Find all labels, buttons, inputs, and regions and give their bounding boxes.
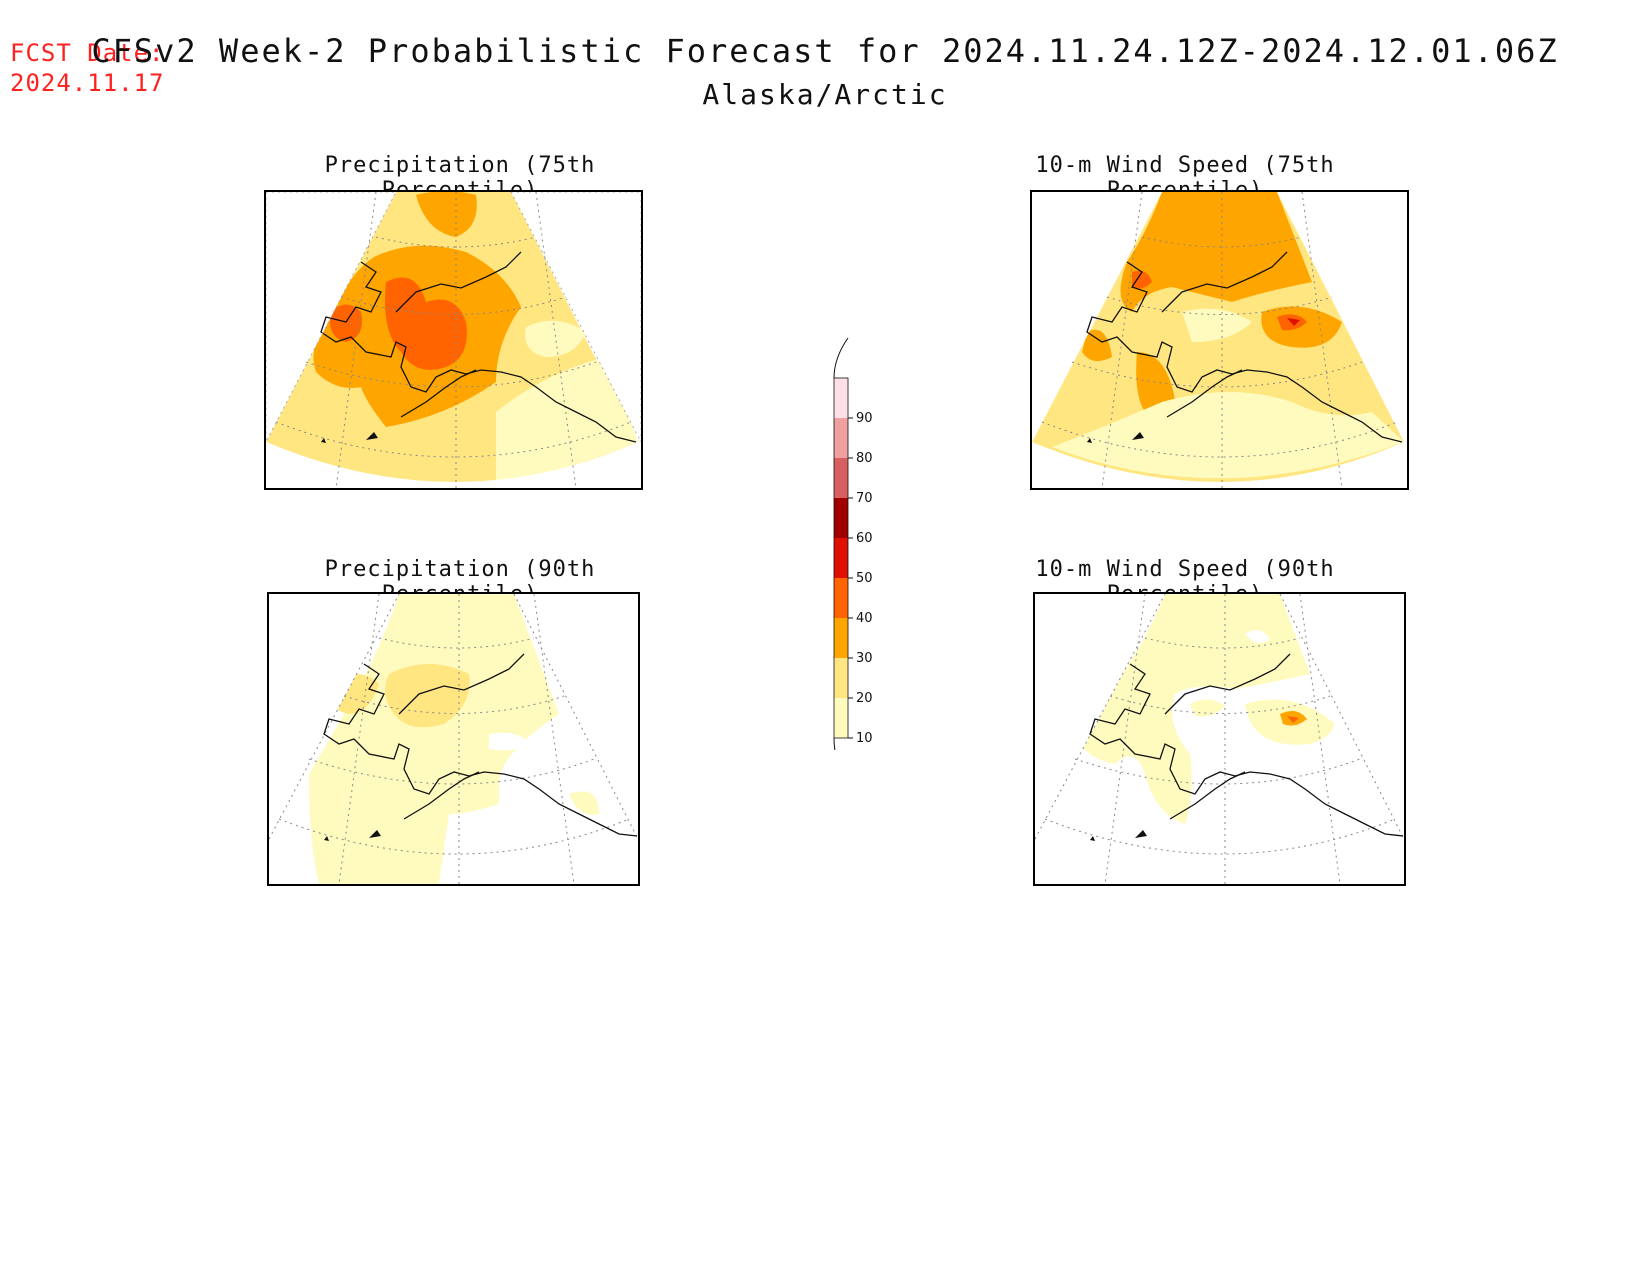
page-title: CFSv2 Week-2 Probabilistic Forecast for … bbox=[91, 32, 1559, 70]
colorbar-swatch-3 bbox=[834, 578, 848, 618]
map-precip-90 bbox=[267, 592, 640, 886]
colorbar-legend: 10 20 30 40 50 60 70 80 90 bbox=[828, 330, 908, 779]
map-wind-75 bbox=[1030, 190, 1409, 490]
colorbar-frame bbox=[833, 377, 849, 739]
page-subtitle: Alaska/Arctic bbox=[702, 78, 948, 111]
colorbar-swatch-2 bbox=[834, 618, 848, 658]
colorbar-swatch-8 bbox=[834, 378, 848, 418]
fcst-date-value: 2024.11.17 bbox=[10, 69, 165, 97]
fcst-label: FCST Date: bbox=[10, 39, 165, 67]
colorbar-label-40: 40 bbox=[856, 611, 873, 626]
map-wind-90 bbox=[1033, 592, 1406, 886]
colorbar-swatch-7 bbox=[834, 418, 848, 458]
colorbar-swatch-0 bbox=[834, 698, 848, 738]
colorbar-label-70: 70 bbox=[856, 491, 873, 506]
colorbar-label-30: 30 bbox=[856, 651, 873, 666]
map-precip-75 bbox=[264, 190, 643, 490]
colorbar-swatch-4 bbox=[834, 538, 848, 578]
colorbar-bottom-tip bbox=[833, 737, 845, 779]
colorbar-swatch-5 bbox=[834, 498, 848, 538]
colorbar-top-tip bbox=[833, 337, 849, 379]
colorbar-label-10: 10 bbox=[856, 731, 873, 746]
colorbar-label-60: 60 bbox=[856, 531, 873, 546]
colorbar-label-20: 20 bbox=[856, 691, 873, 706]
colorbar-label-50: 50 bbox=[856, 571, 873, 586]
colorbar-swatch-1 bbox=[834, 658, 848, 698]
colorbar-label-80: 80 bbox=[856, 451, 873, 466]
colorbar-label-90: 90 bbox=[856, 411, 873, 426]
colorbar-swatch-6 bbox=[834, 458, 848, 498]
forecast-date: FCST Date: 2024.11.17 bbox=[10, 38, 165, 98]
